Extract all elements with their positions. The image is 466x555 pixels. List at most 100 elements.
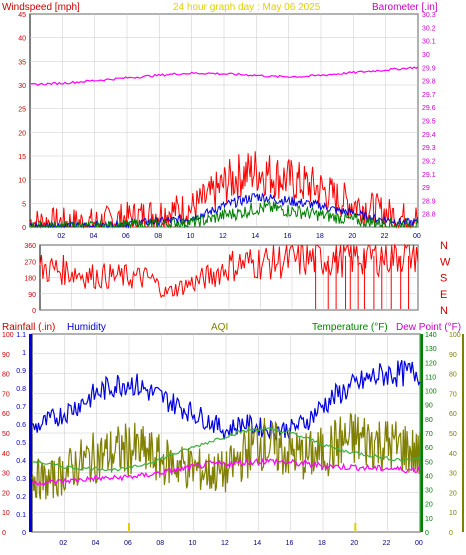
barometer-y-tick-label: 30 <box>422 52 430 59</box>
dewpoint-label: Dew Point (°F) <box>396 322 461 333</box>
barometer-y-tick-label: 29.3 <box>422 145 436 152</box>
humidity-y-tick-label: 30 <box>2 471 10 478</box>
wind-average-line <box>29 199 419 229</box>
aqi-y-tick-label: 20 <box>449 490 457 497</box>
lower-x-tick-label: 12 <box>221 540 229 547</box>
barometer-y-tick-label: 29.2 <box>422 158 436 165</box>
wind-x-tick-label: 04 <box>90 233 98 240</box>
rain-axis-bar <box>29 334 32 532</box>
wind-x-tick-label: 16 <box>284 233 292 240</box>
direction-y-tick-label: 180 <box>24 276 36 283</box>
lower-x-tick-label: 04 <box>92 540 100 547</box>
aqi-y-tick-label: 90 <box>449 352 457 359</box>
rain-y-tick-label: 0.2 <box>16 494 26 501</box>
barometer-y-tick-label: 30.3 <box>422 12 436 19</box>
lower-x-tick-label: 16 <box>286 540 294 547</box>
barometer-y-tick-label: 28.8 <box>422 212 436 219</box>
lower-x-tick-label: 06 <box>124 540 132 547</box>
temp-y-tick-label: 60 <box>425 445 433 452</box>
temp-y-tick-label: 70 <box>425 431 433 438</box>
humidity-y-tick-label: 0 <box>2 530 6 537</box>
rain-y-tick-label: 0.4 <box>16 458 26 465</box>
compass-label: N <box>440 240 448 252</box>
aqi-y-tick-label: 100 <box>449 332 461 339</box>
lower-x-tick-label: 00 <box>415 540 423 547</box>
aqi-y-tick-label: 30 <box>449 471 457 478</box>
wind-x-tick-label: 20 <box>348 233 356 240</box>
wind-y-tick-label: 40 <box>18 36 26 43</box>
barometer-y-tick-label: 29.1 <box>422 172 436 179</box>
barometer-y-tick-label: 29 <box>422 185 430 192</box>
compass-label: E <box>440 289 447 301</box>
temp-y-tick-label: 20 <box>425 502 433 509</box>
temp-y-tick-label: 80 <box>425 417 433 424</box>
wind-y-tick-label: 30 <box>18 83 26 90</box>
wind-y-tick-label: 45 <box>18 12 26 19</box>
temp-y-tick-label: 100 <box>425 389 437 396</box>
temp-y-tick-label: 50 <box>425 459 433 466</box>
wind-y-tick-label: 15 <box>18 154 26 161</box>
lower-x-tick-label: 02 <box>59 540 67 547</box>
rain-y-tick-label: 0.1 <box>16 512 26 519</box>
wind-x-tick-label: 00 <box>413 233 421 240</box>
temp-axis-bar <box>420 334 423 532</box>
rain-y-tick-label: 1 <box>22 350 26 357</box>
humidity-y-tick-label: 50 <box>2 431 10 438</box>
aqi-y-tick-label: 70 <box>449 391 457 398</box>
temp-y-tick-label: 90 <box>425 403 433 410</box>
direction-y-tick-label: 90 <box>28 292 36 299</box>
temperature-line <box>31 427 421 472</box>
lower-x-tick-label: 10 <box>189 540 197 547</box>
aqi-y-tick-label: 80 <box>449 372 457 379</box>
barometer-y-tick-label: 28.9 <box>422 198 436 205</box>
wind-x-tick-label: 12 <box>219 233 227 240</box>
wind-x-tick-label: 10 <box>187 233 195 240</box>
wind-y-tick-label: 25 <box>18 107 26 114</box>
wind-y-tick-label: 20 <box>18 130 26 137</box>
compass-label: S <box>440 273 447 285</box>
barometer-y-tick-label: 30.1 <box>422 39 436 46</box>
chart-date-title: 24 hour graph day : May 06 2025 <box>173 2 321 13</box>
rain-y-tick-label: 0.9 <box>16 368 26 375</box>
barometer-y-tick-label: 29.8 <box>422 79 436 86</box>
rain-y-tick-label: 0.3 <box>16 476 26 483</box>
aqi-y-tick-label: 0 <box>449 530 453 537</box>
barometer-y-tick-label: 29.9 <box>422 65 436 72</box>
temp-y-tick-label: 40 <box>425 473 433 480</box>
aqi-y-tick-label: 40 <box>449 451 457 458</box>
rain-y-tick-label: 0.6 <box>16 422 26 429</box>
lower-x-tick-label: 14 <box>253 540 261 547</box>
humidity-y-tick-label: 70 <box>2 391 10 398</box>
humidity-label: Humidity <box>67 322 106 333</box>
lower-x-tick-label: 22 <box>383 540 391 547</box>
temp-y-tick-label: 30 <box>425 488 433 495</box>
humidity-y-tick-label: 60 <box>2 411 10 418</box>
dewpoint-line <box>31 457 421 486</box>
barometer-y-tick-label: 29.6 <box>422 105 436 112</box>
barometer-y-tick-label: 29.5 <box>422 119 436 126</box>
barometer-y-tick-label: 29.7 <box>422 92 436 99</box>
wind-x-tick-label: 08 <box>154 233 162 240</box>
humidity-line <box>32 360 421 441</box>
aqi-y-tick-label: 10 <box>449 510 457 517</box>
direction-y-tick-label: 270 <box>24 259 36 266</box>
rain-y-tick-label: 1.1 <box>16 332 26 339</box>
rain-y-tick-label: 0.7 <box>16 404 26 411</box>
humidity-y-tick-label: 40 <box>2 451 10 458</box>
compass-label: N <box>440 305 448 317</box>
humidity-y-tick-label: 20 <box>2 490 10 497</box>
wind-speed-line <box>29 192 419 229</box>
wind-x-tick-label: 18 <box>316 233 324 240</box>
temp-y-tick-label: 120 <box>425 360 437 367</box>
barometer-y-tick-label: 29.4 <box>422 132 436 139</box>
humidity-y-tick-label: 90 <box>2 352 10 359</box>
wind-y-tick-label: 10 <box>18 178 26 185</box>
wind-direction-line <box>39 243 419 299</box>
direction-y-tick-label: 0 <box>32 308 36 315</box>
humidity-y-tick-label: 10 <box>2 510 10 517</box>
lower-x-tick-label: 08 <box>156 540 164 547</box>
wind-y-tick-label: 5 <box>22 201 26 208</box>
temp-y-tick-label: 130 <box>425 346 437 353</box>
